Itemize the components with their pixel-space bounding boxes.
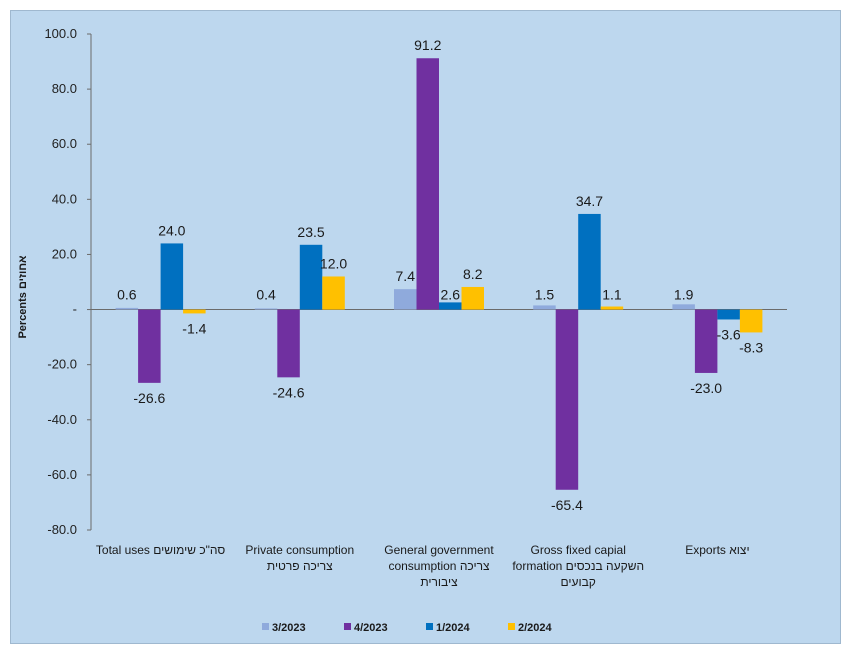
bar-chart: 100.0 80.0 60.0 40.0 20.0 - -20.0 -40.0 -60.0 -80… <box>17 26 787 634</box>
legend-label: 3/2023 <box>272 622 306 634</box>
category-label: consumption צריכה <box>388 559 490 573</box>
bar-4-2023 <box>694 309 718 373</box>
category-label: Exports יצוא <box>685 543 749 557</box>
legend-swatch <box>262 623 269 630</box>
bar-3-2023 <box>672 304 695 310</box>
bar-4-2023 <box>277 309 300 378</box>
bar-2-2024 <box>183 309 206 314</box>
data-label: -1.4 <box>182 321 206 337</box>
category-label: General government <box>384 543 494 557</box>
data-label: 91.2 <box>414 37 441 53</box>
y-tick-label: -40.0 <box>47 412 77 427</box>
data-label: 1.9 <box>674 287 694 303</box>
bar-4-2023 <box>138 309 161 383</box>
data-label: 1.1 <box>602 287 622 303</box>
legend-swatch <box>508 623 515 630</box>
y-tick-label: -60.0 <box>47 467 77 482</box>
bar-2-2024 <box>322 276 345 310</box>
category-label: קבועים <box>561 575 596 589</box>
chart-area: 100.0 80.0 60.0 40.0 20.0 - -20.0 -40.0 -60.0 -80… <box>10 10 841 644</box>
legend-label: 2/2024 <box>518 622 553 634</box>
legend-label: 4/2023 <box>354 622 388 634</box>
bar-2-2024 <box>739 309 763 333</box>
data-label: 2.6 <box>441 287 461 303</box>
bar-4-2023 <box>555 309 579 490</box>
data-label: -3.6 <box>717 326 741 342</box>
data-label: -8.3 <box>739 339 763 355</box>
data-label: -65.4 <box>551 497 583 513</box>
legend-swatch <box>426 623 433 630</box>
bar-4-2023 <box>416 58 439 310</box>
y-tick-label: 80.0 <box>52 81 77 96</box>
category-label: formation השקעה בנכסים <box>512 559 644 573</box>
data-label: 7.4 <box>396 268 416 284</box>
category-label: Total uses סה"כ שימושים <box>96 543 226 557</box>
y-tick-label: 20.0 <box>52 246 77 261</box>
bar-3-2023 <box>254 308 278 310</box>
bar-2-2024 <box>600 306 624 310</box>
data-label: 24.0 <box>158 222 185 238</box>
bar-1-2024 <box>439 302 462 310</box>
y-tick-label: - <box>73 302 77 317</box>
y-tick-label: -20.0 <box>47 357 77 372</box>
y-tick-label: 100.0 <box>44 26 77 41</box>
data-label: 0.6 <box>117 287 137 303</box>
y-tick-label: 60.0 <box>52 136 77 151</box>
bar-3-2023 <box>115 307 139 310</box>
bar-3-2023 <box>533 305 556 310</box>
data-label: 8.2 <box>463 266 483 282</box>
legend-swatch <box>344 623 351 630</box>
data-label: 12.0 <box>320 255 347 271</box>
data-label: -24.6 <box>273 384 305 400</box>
data-label: 0.4 <box>256 287 276 303</box>
bar-1-2024 <box>299 244 323 310</box>
y-axis-title: Percents אחוזים <box>17 255 29 339</box>
legend-label: 1/2024 <box>436 622 471 634</box>
data-label: 1.5 <box>535 287 555 303</box>
bar-1-2024 <box>578 213 601 310</box>
data-label: 23.5 <box>297 224 324 240</box>
data-label: -23.0 <box>690 380 722 396</box>
category-label: Private consumption <box>245 543 354 557</box>
bar-1-2024 <box>717 309 740 320</box>
category-label: ציבורית <box>420 575 458 589</box>
data-label: -26.6 <box>133 390 165 406</box>
category-label: Gross fixed capial <box>531 543 626 557</box>
y-tick-label: -80.0 <box>47 522 77 537</box>
category-label: צריכה פרטית <box>267 559 333 573</box>
data-label: 34.7 <box>576 193 603 209</box>
bar-2-2024 <box>461 286 484 310</box>
bar-1-2024 <box>160 243 184 310</box>
y-tick-label: 40.0 <box>52 191 77 206</box>
bar-3-2023 <box>394 289 417 310</box>
